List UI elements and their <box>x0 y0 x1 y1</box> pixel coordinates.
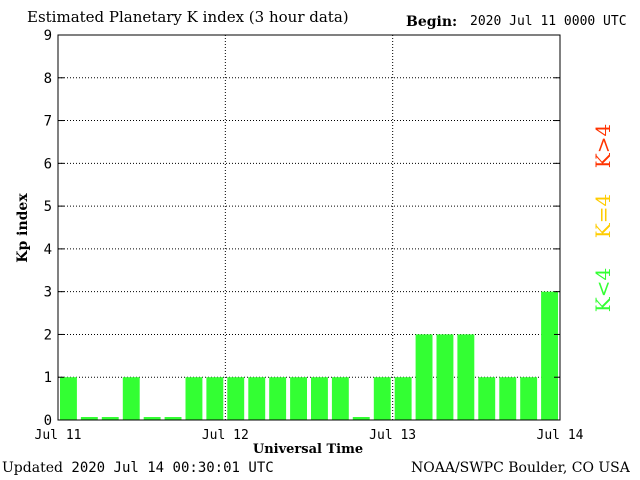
y-axis-label: Kp index <box>15 193 31 263</box>
y-tick-label: 0 <box>44 413 52 429</box>
y-tick-label: 2 <box>44 327 52 343</box>
kp-bar <box>499 377 517 420</box>
y-tick-label: 6 <box>44 156 52 172</box>
bars <box>60 291 558 420</box>
kp-bar <box>352 417 370 420</box>
updated-line: Updated 2020 Jul 14 00:30:01 UTC <box>2 460 274 476</box>
legend-label: K>4 <box>591 124 615 168</box>
y-tick-label: 7 <box>44 114 52 130</box>
legend-label: K<4 <box>591 268 615 312</box>
x-tick-label: Jul 11 <box>35 428 82 443</box>
kp-bar <box>436 334 454 420</box>
y-tick-label: 3 <box>44 285 52 301</box>
kp-bar <box>206 377 224 420</box>
legend-label: K=4 <box>591 194 615 238</box>
axis-ticks <box>58 34 560 421</box>
x-axis-label: Universal Time <box>253 442 363 457</box>
kp-bar <box>101 417 119 420</box>
y-tick-label: 8 <box>44 71 52 87</box>
kp-bar <box>331 377 349 420</box>
kp-bar <box>60 377 77 420</box>
kp-bar <box>415 334 433 420</box>
kp-bar <box>457 334 475 420</box>
y-tick-label: 5 <box>44 199 52 215</box>
kp-bar <box>122 377 140 420</box>
kp-bar <box>520 377 538 420</box>
kp-bar <box>164 417 182 420</box>
kp-bar <box>143 417 161 420</box>
kp-bar <box>185 377 203 420</box>
kp-bar <box>541 291 558 420</box>
y-tick-label: 9 <box>44 28 52 44</box>
legend-item: K>4 <box>591 124 615 168</box>
credit-line: NOAA/SWPC Boulder, CO USA <box>411 460 630 476</box>
x-tick-label: Jul 12 <box>202 428 249 443</box>
kp-bar <box>80 417 98 420</box>
kp-bar <box>227 377 245 420</box>
x-tick-label: Jul 13 <box>369 428 416 443</box>
kp-bar <box>248 377 266 420</box>
legend-item: K=4 <box>591 194 615 238</box>
updated-value: 2020 Jul 14 00:30:01 UTC <box>71 460 274 476</box>
kp-bar <box>373 377 391 420</box>
kp-bar <box>269 377 287 420</box>
legend-item: K<4 <box>591 268 615 312</box>
plot-frame <box>57 34 561 421</box>
begin-label: Begin: <box>406 14 458 30</box>
kp-bar <box>394 377 412 420</box>
chart-title: Estimated Planetary K index (3 hour data… <box>27 8 349 26</box>
kp-bar <box>478 377 496 420</box>
legend: K<4 K=4 K>4 <box>591 124 615 312</box>
x-tick-label: Jul 14 <box>537 428 584 443</box>
kp-bar <box>290 377 307 420</box>
begin-value: 2020 Jul 11 0000 UTC <box>470 14 627 29</box>
y-tick-label: 1 <box>44 370 52 386</box>
y-tick-label: 4 <box>44 242 52 258</box>
grid-lines <box>58 35 560 420</box>
kp-bar <box>311 377 328 420</box>
axis-labels: 0 1 2 3 4 5 6 7 8 9 Jul 11 Jul 12 Jul 13 Jul 14 <box>35 28 584 443</box>
updated-label: Updated <box>2 460 63 476</box>
